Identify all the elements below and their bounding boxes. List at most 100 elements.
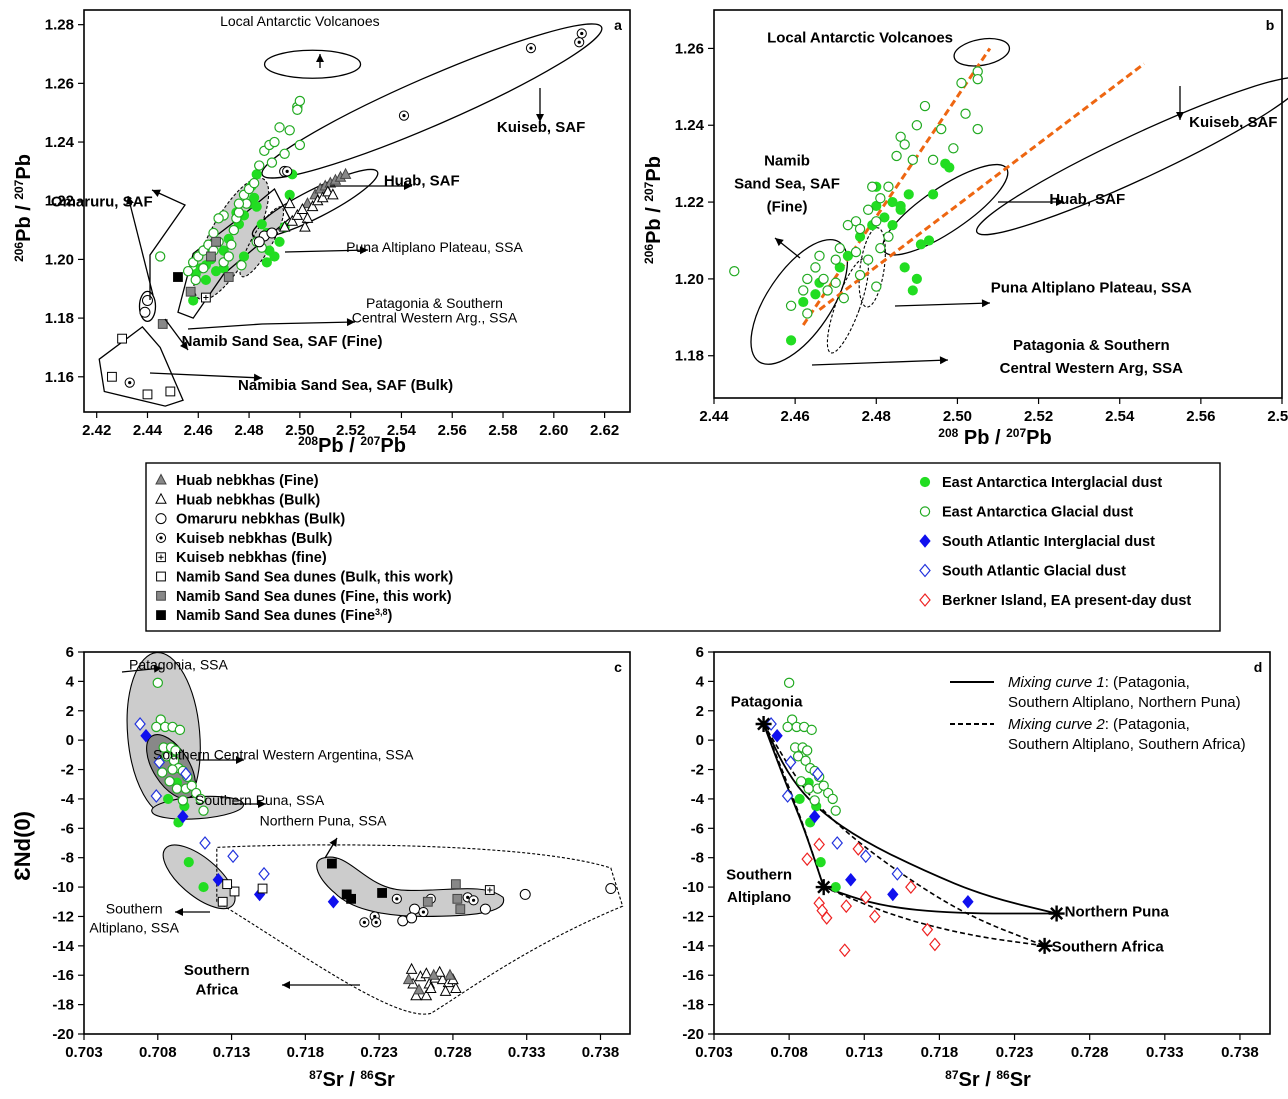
legend-marker (919, 593, 931, 607)
data-point (254, 160, 265, 171)
y-tick-label: 1.22 (675, 194, 704, 211)
data-point (810, 262, 821, 273)
data-point (468, 895, 479, 906)
arrow-africa-c (282, 981, 360, 989)
data-point (574, 37, 585, 48)
x-tick-label: 0.723 (360, 1044, 398, 1061)
field-local-volcanoes (953, 37, 1011, 67)
legend-marker (156, 610, 166, 621)
plot-frame-c (83, 651, 631, 1035)
annotation-label: Patagonia (731, 693, 803, 710)
data-point (251, 201, 262, 212)
annotation-label: Southern (106, 901, 163, 917)
legend-label: Namib Sand Sea dunes (Bulk, this work) (176, 570, 453, 586)
data-point (729, 266, 740, 277)
data-point (251, 169, 262, 180)
annotation-label: Altiplano (727, 889, 791, 906)
data-point (174, 724, 186, 736)
x-tick-label: 2.58 (488, 422, 517, 439)
x-tick-label: 2.46 (781, 408, 810, 425)
y-tick-label: -20 (52, 1026, 74, 1043)
data-point (346, 893, 356, 904)
y-tick-label: 1.16 (45, 369, 74, 386)
data-point (236, 260, 247, 271)
arrow-kuiseb-b (1176, 86, 1184, 120)
legend-marker (919, 534, 931, 548)
annotation-label: Africa (196, 981, 239, 998)
data-point (282, 166, 293, 177)
legend-text-1-line2: Southern Altiplano, Northern Puna) (1008, 694, 1241, 711)
mixing-curve-2 (762, 723, 1045, 947)
plot-frame-a (83, 9, 631, 413)
panel-letter: c (614, 659, 622, 675)
data-point (845, 872, 857, 887)
data-point (284, 125, 295, 136)
data-point (883, 181, 894, 192)
data-point (815, 857, 826, 868)
x-tick-label: 0.708 (770, 1044, 808, 1061)
legend-label: Berkner Island, EA present-day dust (942, 593, 1191, 609)
annotation-label: Omaruru, SAF (51, 194, 153, 211)
data-point (256, 219, 267, 230)
y-tick-label: -10 (682, 879, 704, 896)
y-tick-label: 1.18 (675, 348, 704, 365)
y-tick-label: -12 (52, 908, 74, 925)
data-point (842, 219, 854, 231)
data-point (261, 257, 272, 268)
x-tick-label: 2.52 (1024, 408, 1053, 425)
y-tick-label: -18 (52, 997, 74, 1014)
annotation-label: Southern Africa (1052, 939, 1165, 956)
data-point (274, 122, 285, 133)
data-point (919, 100, 931, 112)
data-point (879, 212, 890, 223)
data-point (921, 922, 934, 937)
data-point (605, 883, 617, 895)
data-point (798, 285, 809, 296)
x-tick-label: 0.733 (1146, 1044, 1184, 1061)
data-point (771, 728, 783, 743)
data-point (200, 292, 211, 303)
data-point (266, 157, 278, 168)
data-point (257, 883, 268, 894)
annotation-label: Southern (184, 962, 250, 979)
field-southern-altiplano (162, 844, 236, 910)
data-point (783, 677, 795, 689)
arrow-omaruru (149, 189, 186, 300)
series-huab-nebkhas-fine- (402, 968, 456, 995)
data-point (157, 767, 168, 778)
data-point (171, 783, 183, 794)
y-axis-title-b: 206Pb / 207Pb (642, 156, 665, 264)
data-point (294, 95, 306, 107)
data-point (212, 872, 224, 887)
data-point (299, 220, 311, 232)
data-point (903, 189, 914, 200)
data-point (871, 281, 882, 292)
arrow-northern-puna-c (324, 837, 338, 859)
data-point (188, 295, 199, 306)
series-south-atlantic-interglacial-dust (771, 728, 974, 909)
data-point (883, 231, 894, 242)
field-puna (858, 227, 886, 308)
y-tick-label: 2 (696, 703, 704, 720)
data-point (238, 251, 250, 262)
arrow-kuiseb (536, 88, 544, 122)
x-tick-label: 2.62 (590, 422, 619, 439)
mixing-curve-legend: Mixing curve 1: (Patagonia, Southern Alti… (950, 674, 1246, 753)
arrow-namib-b (774, 237, 801, 259)
data-point (213, 213, 224, 224)
data-point (929, 937, 941, 952)
y-tick-label: 1.24 (45, 134, 75, 151)
data-point (327, 188, 339, 200)
y-tick-label: 1.26 (675, 40, 704, 57)
legend-label: Namib Sand Sea dunes (Fine3,8) (176, 607, 393, 624)
data-point (186, 780, 197, 791)
data-point (862, 254, 874, 265)
data-point (161, 751, 172, 762)
x-axis-title-c: 87Sr / 86Sr (309, 1068, 395, 1091)
data-point (786, 714, 798, 725)
data-point (410, 989, 422, 1001)
data-point (226, 239, 237, 250)
data-point (850, 246, 862, 258)
data-point (301, 211, 314, 223)
endmember-southern-africa (1036, 937, 1053, 954)
